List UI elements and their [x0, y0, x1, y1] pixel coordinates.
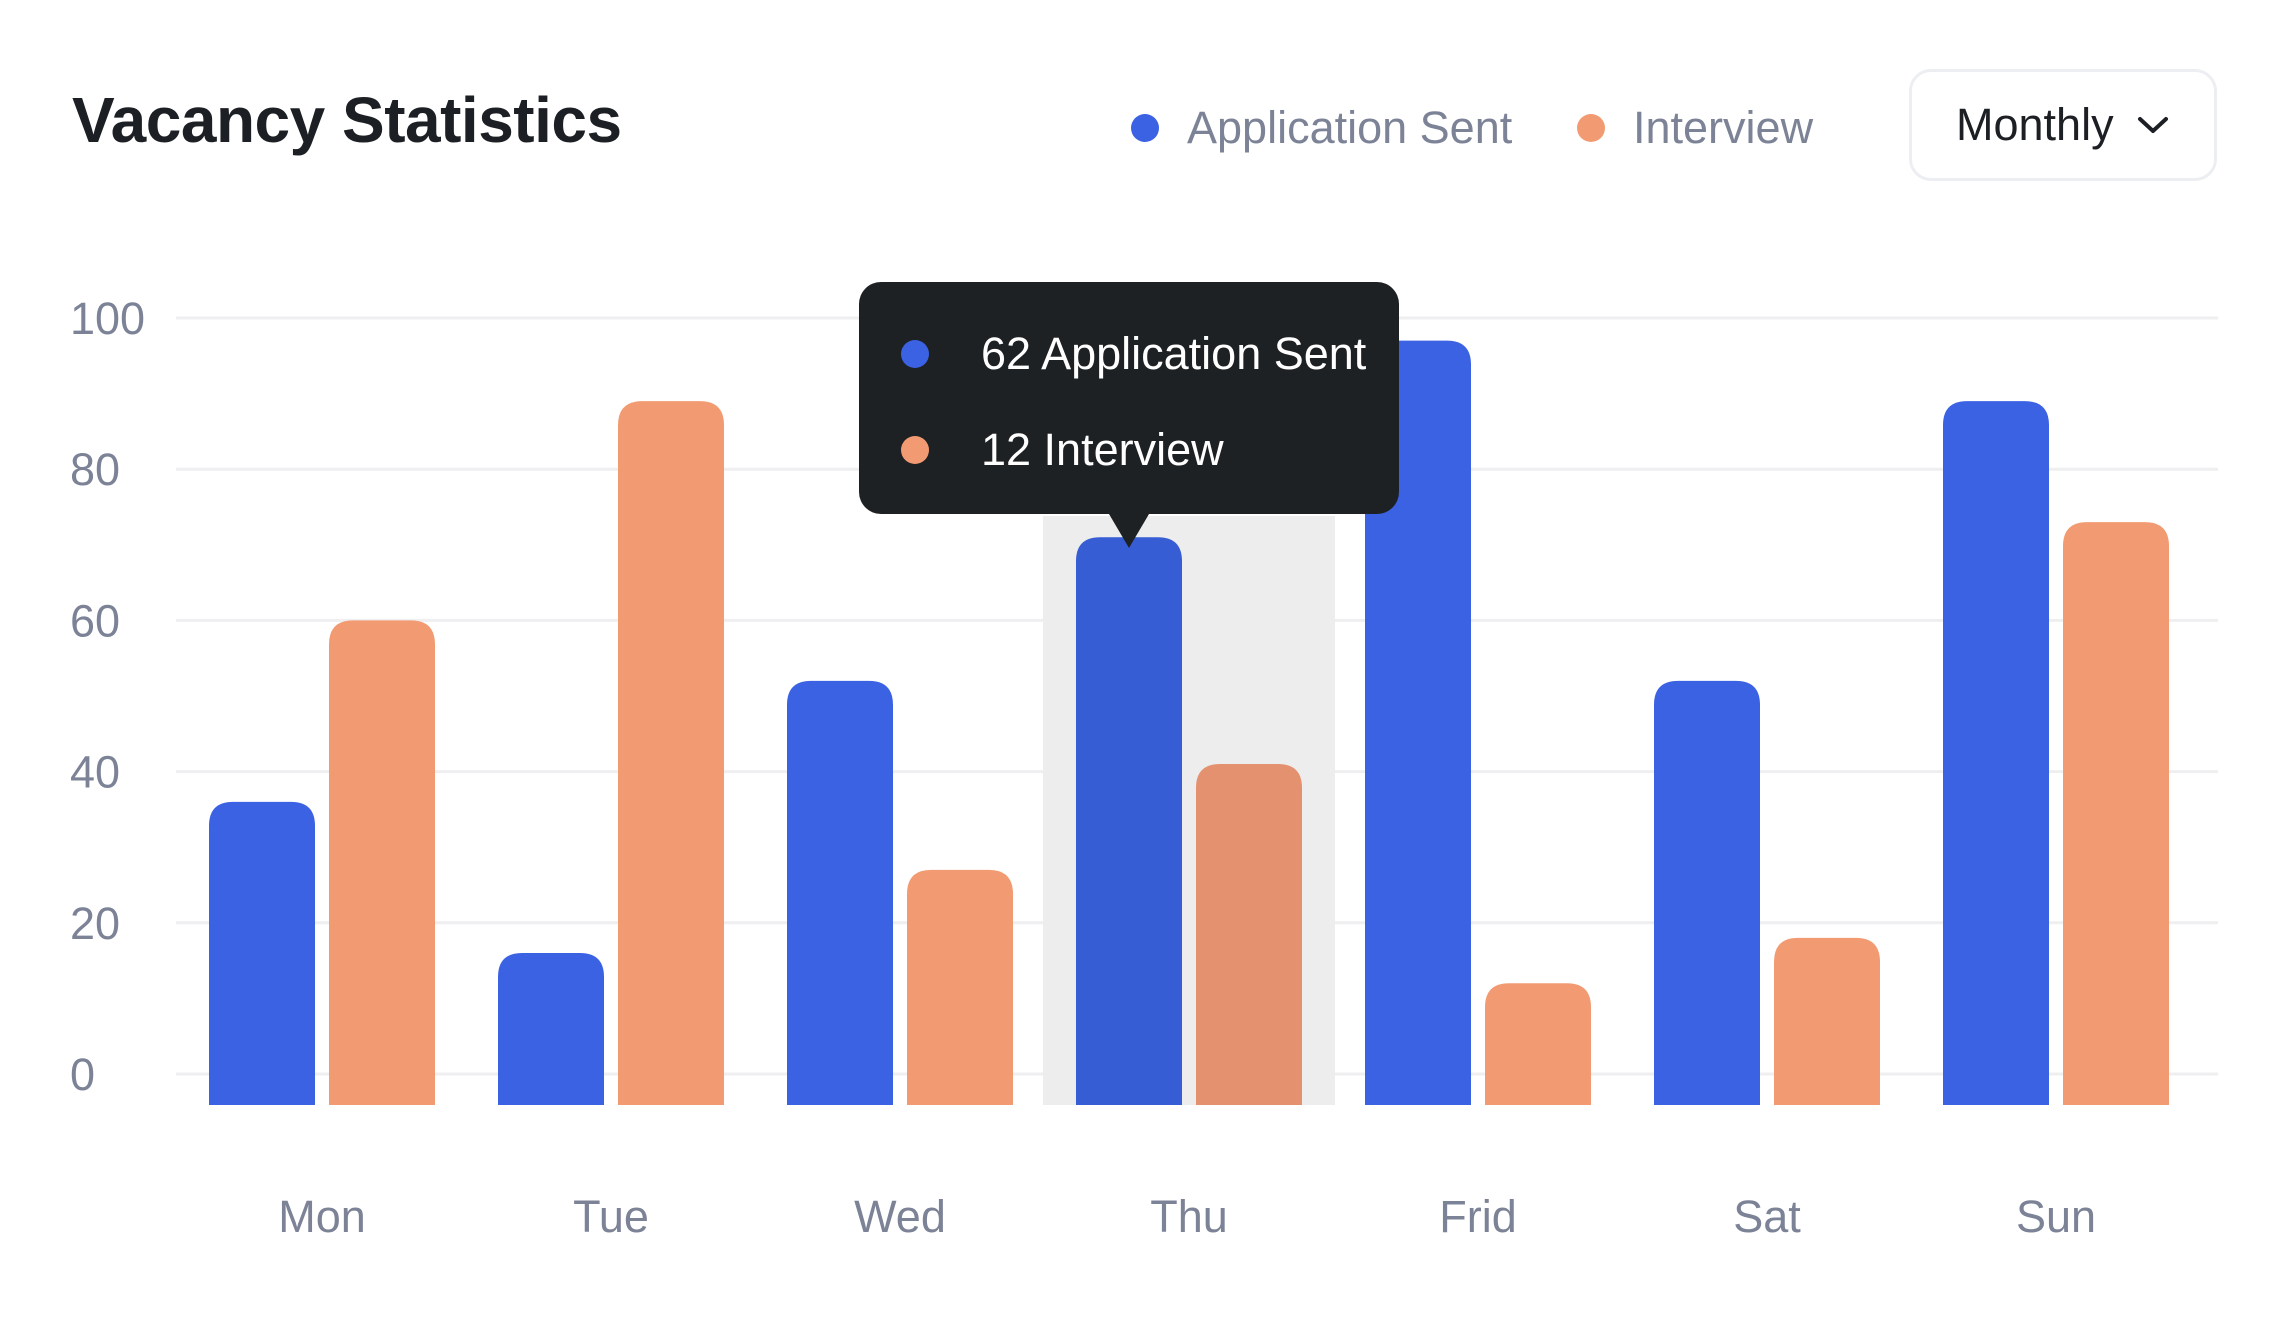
chart-title: Vacancy Statistics [72, 84, 622, 156]
y-tick-label: 40 [70, 747, 120, 798]
y-tick-label: 20 [70, 898, 120, 949]
legend-item-application-sent: Application Sent [1131, 98, 1512, 158]
x-tick-label: Tue [573, 1191, 649, 1242]
y-tick-label: 0 [70, 1049, 95, 1100]
bar-application-sent-tue [498, 953, 604, 1105]
legend-item-interview: Interview [1577, 98, 1813, 158]
bar-application-sent-wed [787, 680, 893, 1105]
interview-dot-icon [1577, 114, 1605, 142]
y-tick-label: 80 [70, 444, 120, 495]
bar-interview-thu [1196, 764, 1302, 1105]
bar-interview-wed [907, 869, 1013, 1105]
legend-label: Application Sent [1187, 102, 1513, 153]
bar-interview-sat [1774, 937, 1880, 1105]
bar-application-sent-frid [1365, 340, 1471, 1105]
bar-application-sent-mon [209, 801, 315, 1105]
x-tick-label: Thu [1150, 1191, 1228, 1242]
bar-tooltip: 62 Application Sent 12 Interview [859, 282, 1399, 548]
application-sent-dot-icon [901, 340, 929, 368]
x-tick-label: Mon [278, 1191, 366, 1242]
bar-interview-tue [618, 401, 724, 1105]
tooltip-row-interview: 12 Interview [901, 424, 1224, 476]
period-dropdown-label: Monthly [1956, 99, 2114, 150]
bar-application-sent-sat [1654, 680, 1760, 1105]
tooltip-interview-text: 12 Interview [981, 424, 1224, 475]
x-tick-label: Sat [1733, 1191, 1801, 1242]
y-tick-label: 60 [70, 595, 120, 646]
tooltip-arrow [1109, 514, 1149, 548]
period-dropdown[interactable]: Monthly [1909, 69, 2217, 181]
bar-interview-frid [1485, 983, 1591, 1105]
bar-interview-sun [2063, 522, 2169, 1105]
tooltip-application-text: 62 Application Sent [981, 328, 1367, 379]
x-tick-label: Frid [1439, 1191, 1517, 1242]
application-sent-dot-icon [1131, 114, 1159, 142]
bar-application-sent-thu [1076, 537, 1182, 1105]
y-tick-label: 100 [70, 293, 145, 344]
interview-dot-icon [901, 436, 929, 464]
tooltip-row-application: 62 Application Sent [901, 328, 1366, 380]
bar-interview-mon [329, 620, 435, 1105]
legend-label: Interview [1633, 102, 1814, 153]
x-tick-label: Wed [854, 1191, 946, 1242]
chevron-down-icon [2137, 117, 2168, 133]
x-tick-label: Sun [2016, 1191, 2096, 1242]
bar-application-sent-sun [1943, 401, 2049, 1105]
